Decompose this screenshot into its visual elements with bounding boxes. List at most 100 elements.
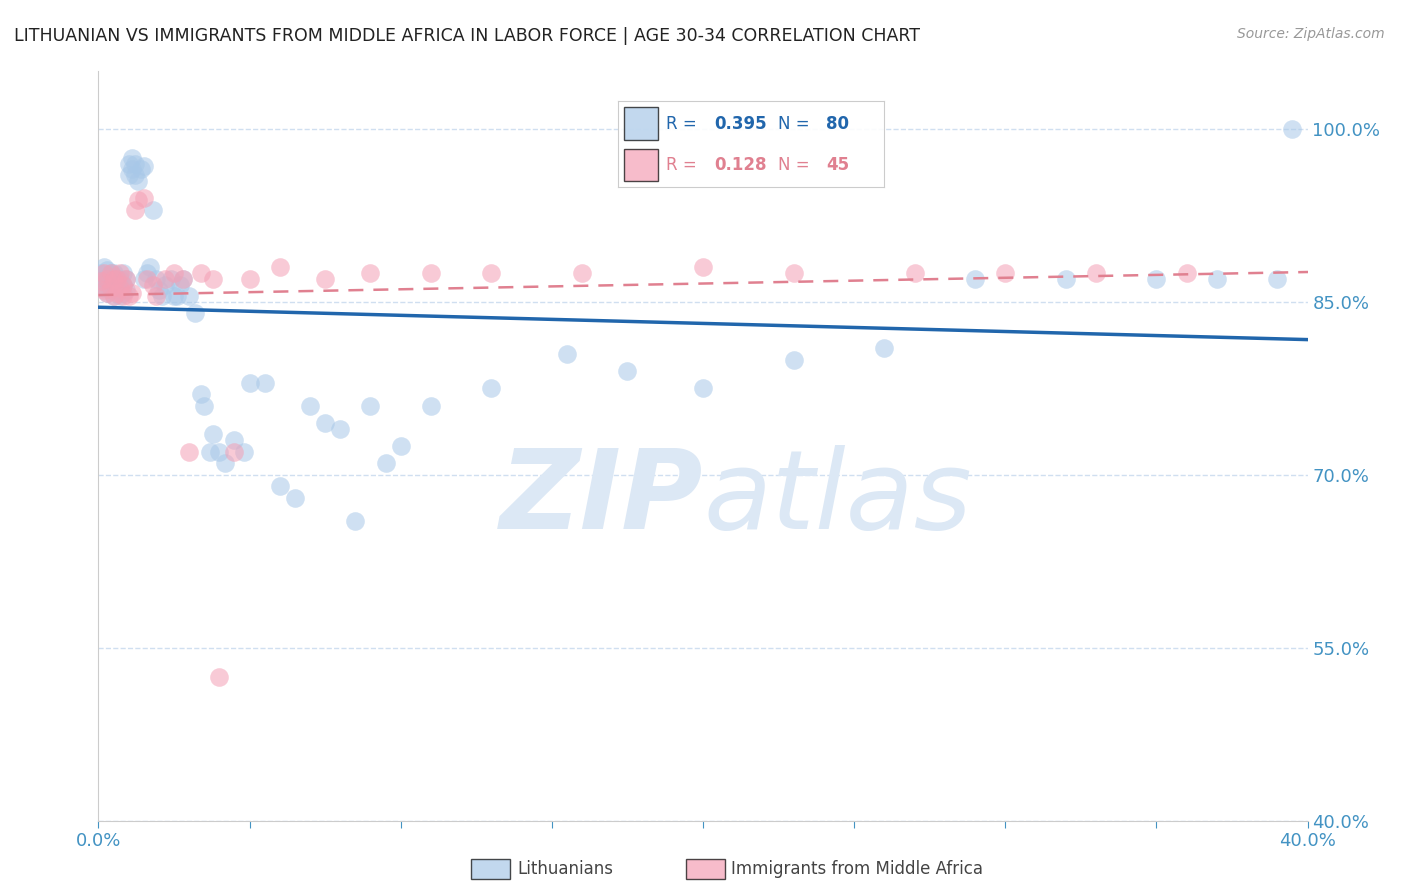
Point [1054,272,1077,286]
Point [100,266,122,280]
Point [190,387,212,401]
Point [90,266,112,280]
Point [1085,266,1108,280]
Point [190,266,212,280]
Point [239,272,262,286]
Point [93,284,115,298]
Point [132,272,155,286]
Point [269,260,291,275]
Point [314,272,336,286]
Text: LITHUANIAN VS IMMIGRANTS FROM MIDDLE AFRICA IN LABOR FORCE | AGE 30-34 CORRELATI: LITHUANIAN VS IMMIGRANTS FROM MIDDLE AFR… [14,27,920,45]
Point [96,272,118,286]
Point [169,277,191,292]
Point [692,260,714,275]
Point [105,284,128,298]
Point [904,266,927,280]
Point [184,306,207,320]
Point [132,159,155,173]
Point [111,277,134,292]
Point [100,266,122,280]
Point [121,162,143,177]
Point [193,399,215,413]
Point [692,381,714,395]
Point [145,272,167,286]
Point [160,272,183,286]
Point [420,266,443,280]
Text: Lithuanians: Lithuanians [517,860,613,878]
Point [96,277,118,292]
Point [208,669,231,683]
Point [214,456,236,470]
Point [100,281,122,295]
Point [389,439,412,453]
Point [103,266,125,280]
Point [224,444,246,458]
Point [103,277,125,292]
Point [360,399,382,413]
Point [153,277,176,292]
Point [360,266,382,280]
Point [616,364,638,378]
Point [314,416,336,430]
Point [118,168,141,182]
Point [135,272,157,286]
Point [481,266,503,280]
Point [555,347,578,361]
Point [96,285,118,300]
Point [153,272,176,286]
Point [329,422,352,436]
Point [124,156,146,170]
Point [783,266,806,280]
Point [127,174,149,188]
Point [1144,272,1167,286]
Point [103,272,125,286]
Point [172,272,194,286]
Point [114,272,136,286]
Point [108,272,131,286]
Point [111,266,134,280]
Point [118,156,141,170]
Point [148,284,170,298]
Point [108,266,131,280]
Point [232,444,254,458]
Point [224,434,246,448]
Point [239,376,262,390]
Point [481,381,503,395]
Point [121,151,143,165]
Point [103,289,125,303]
Point [139,260,162,275]
Point [172,272,194,286]
Point [179,444,201,458]
Point [145,289,167,303]
Point [103,289,125,303]
Point [202,272,225,286]
Point [93,260,115,275]
Point [111,285,134,300]
Point [208,444,231,458]
Point [108,289,131,303]
Point [105,272,128,286]
Point [994,266,1017,280]
Point [90,274,112,288]
Point [96,285,118,300]
Point [93,272,115,286]
Point [96,269,118,284]
Point [284,491,307,505]
Point [1267,272,1289,286]
Point [163,266,186,280]
Point [374,456,396,470]
Point [108,281,131,295]
Point [111,289,134,303]
Point [783,352,806,367]
Point [124,168,146,182]
Point [299,399,322,413]
Point [129,162,152,177]
Point [150,289,173,303]
Point [111,277,134,292]
Point [1281,122,1303,136]
Point [124,202,146,217]
Point [96,262,118,277]
Point [344,514,367,528]
Point [200,444,222,458]
Point [100,284,122,298]
